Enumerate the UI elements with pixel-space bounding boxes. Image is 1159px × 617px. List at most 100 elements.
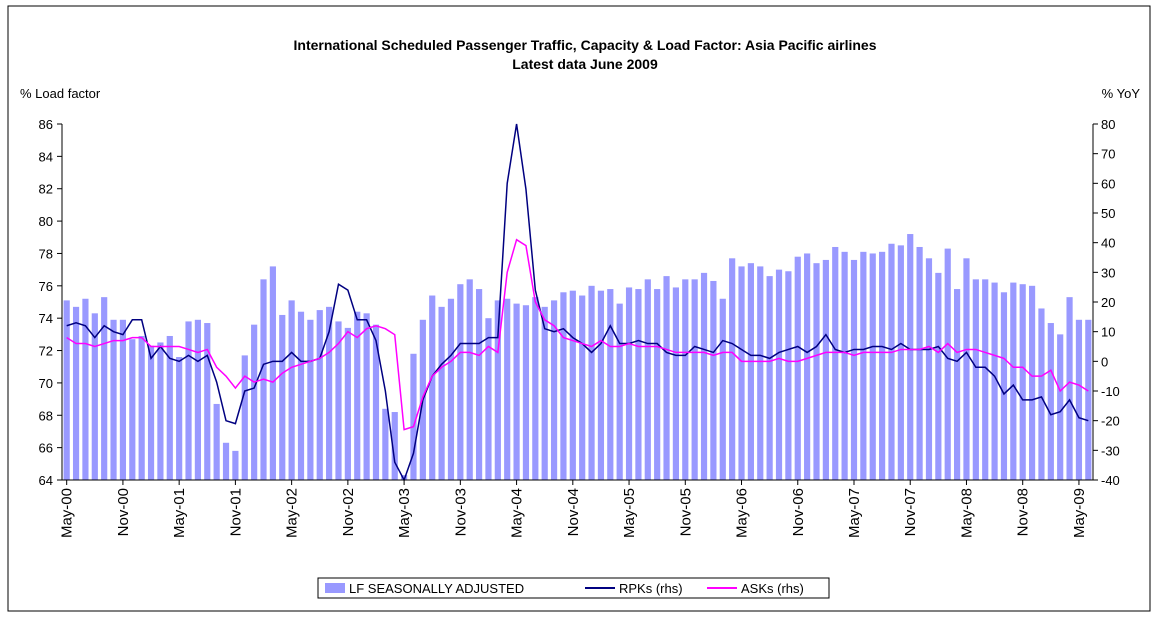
bar [607, 289, 614, 480]
bar [63, 300, 70, 480]
bar [166, 335, 173, 480]
bar [513, 303, 520, 480]
bar [832, 246, 839, 480]
bar [888, 243, 895, 480]
bar [354, 311, 361, 480]
y-tick-label: 70 [39, 376, 53, 391]
x-tick-label: Nov-07 [902, 488, 919, 536]
bar [1066, 297, 1073, 480]
y-tick-label: 86 [39, 117, 53, 132]
bar [101, 297, 108, 480]
y2-tick-label: 0 [1101, 354, 1108, 369]
bar [766, 276, 773, 480]
x-tick-label: May-05 [621, 488, 638, 538]
bar [326, 306, 333, 480]
bar [719, 298, 726, 480]
bar [157, 342, 164, 480]
bar [1000, 292, 1008, 480]
y-tick-label: 84 [39, 149, 53, 164]
bar [466, 279, 473, 480]
bar [1010, 282, 1017, 480]
bar [1047, 323, 1054, 480]
bar [757, 266, 764, 480]
bar [710, 280, 717, 480]
bar [804, 253, 811, 480]
bar [194, 319, 201, 480]
legend-label: ASKs (rhs) [741, 581, 804, 596]
bar [269, 266, 276, 480]
bar [841, 251, 848, 480]
bar [860, 251, 867, 480]
bar [625, 287, 633, 480]
y2-tick-label: -20 [1101, 414, 1120, 429]
bar [654, 289, 661, 480]
bar [204, 323, 211, 480]
bar [869, 253, 876, 480]
bar [1075, 319, 1083, 480]
bar [691, 279, 698, 480]
line [66, 238, 1089, 431]
bar [438, 306, 445, 480]
bar [850, 259, 858, 480]
bar [729, 258, 736, 480]
legend-box [317, 577, 830, 599]
bar [794, 256, 801, 480]
x-tick-label: May-00 [59, 488, 76, 538]
bar [288, 300, 295, 480]
bar [775, 269, 783, 480]
x-tick-label: Nov-08 [1015, 488, 1032, 536]
bar [429, 295, 436, 480]
bar [457, 284, 464, 480]
bar [822, 259, 829, 480]
bar [785, 271, 792, 480]
x-tick-label: May-04 [509, 488, 526, 538]
bar [954, 289, 961, 480]
bar [550, 300, 558, 480]
bar [138, 335, 145, 480]
bar [616, 303, 623, 480]
bar [241, 355, 248, 480]
bar [475, 289, 483, 480]
bar [307, 319, 314, 480]
x-tick-label: Nov-05 [677, 488, 694, 536]
y-tick-label: 76 [39, 279, 53, 294]
bar [494, 300, 501, 480]
bar [813, 263, 820, 480]
bar [297, 311, 305, 480]
y2-tick-label: 30 [1101, 265, 1115, 280]
chart-title: International Scheduled Passenger Traffi… [294, 37, 877, 53]
y2-tick-label: 80 [1101, 117, 1115, 132]
y2-tick-label: 60 [1101, 176, 1115, 191]
x-tick-label: May-07 [846, 488, 863, 538]
x-tick-label: May-06 [734, 488, 751, 538]
x-tick-label: Nov-01 [227, 488, 244, 536]
x-tick-label: Nov-00 [115, 488, 132, 536]
legend-swatch [325, 583, 345, 593]
y-tick-label: 78 [39, 246, 53, 261]
x-tick-label: May-09 [1071, 488, 1088, 538]
y2-tick-label: 20 [1101, 295, 1115, 310]
x-tick-label: Nov-03 [452, 488, 469, 536]
bar [232, 450, 239, 480]
bar [372, 324, 380, 480]
x-tick-label: Nov-04 [565, 488, 582, 536]
bar [222, 442, 230, 480]
bar [363, 313, 370, 480]
bar [279, 314, 286, 480]
bar [147, 345, 155, 480]
x-tick-label: May-01 [171, 488, 188, 538]
bar [447, 298, 455, 480]
bar [672, 287, 680, 480]
bar [663, 276, 670, 480]
bar [82, 298, 89, 480]
bar [916, 246, 923, 480]
bar [119, 319, 127, 480]
bar [410, 353, 417, 480]
bar [110, 319, 117, 480]
bar [1019, 284, 1026, 480]
bar [963, 258, 970, 480]
bar [991, 282, 998, 480]
bar [382, 408, 389, 480]
y2-tick-label: 50 [1101, 206, 1115, 221]
